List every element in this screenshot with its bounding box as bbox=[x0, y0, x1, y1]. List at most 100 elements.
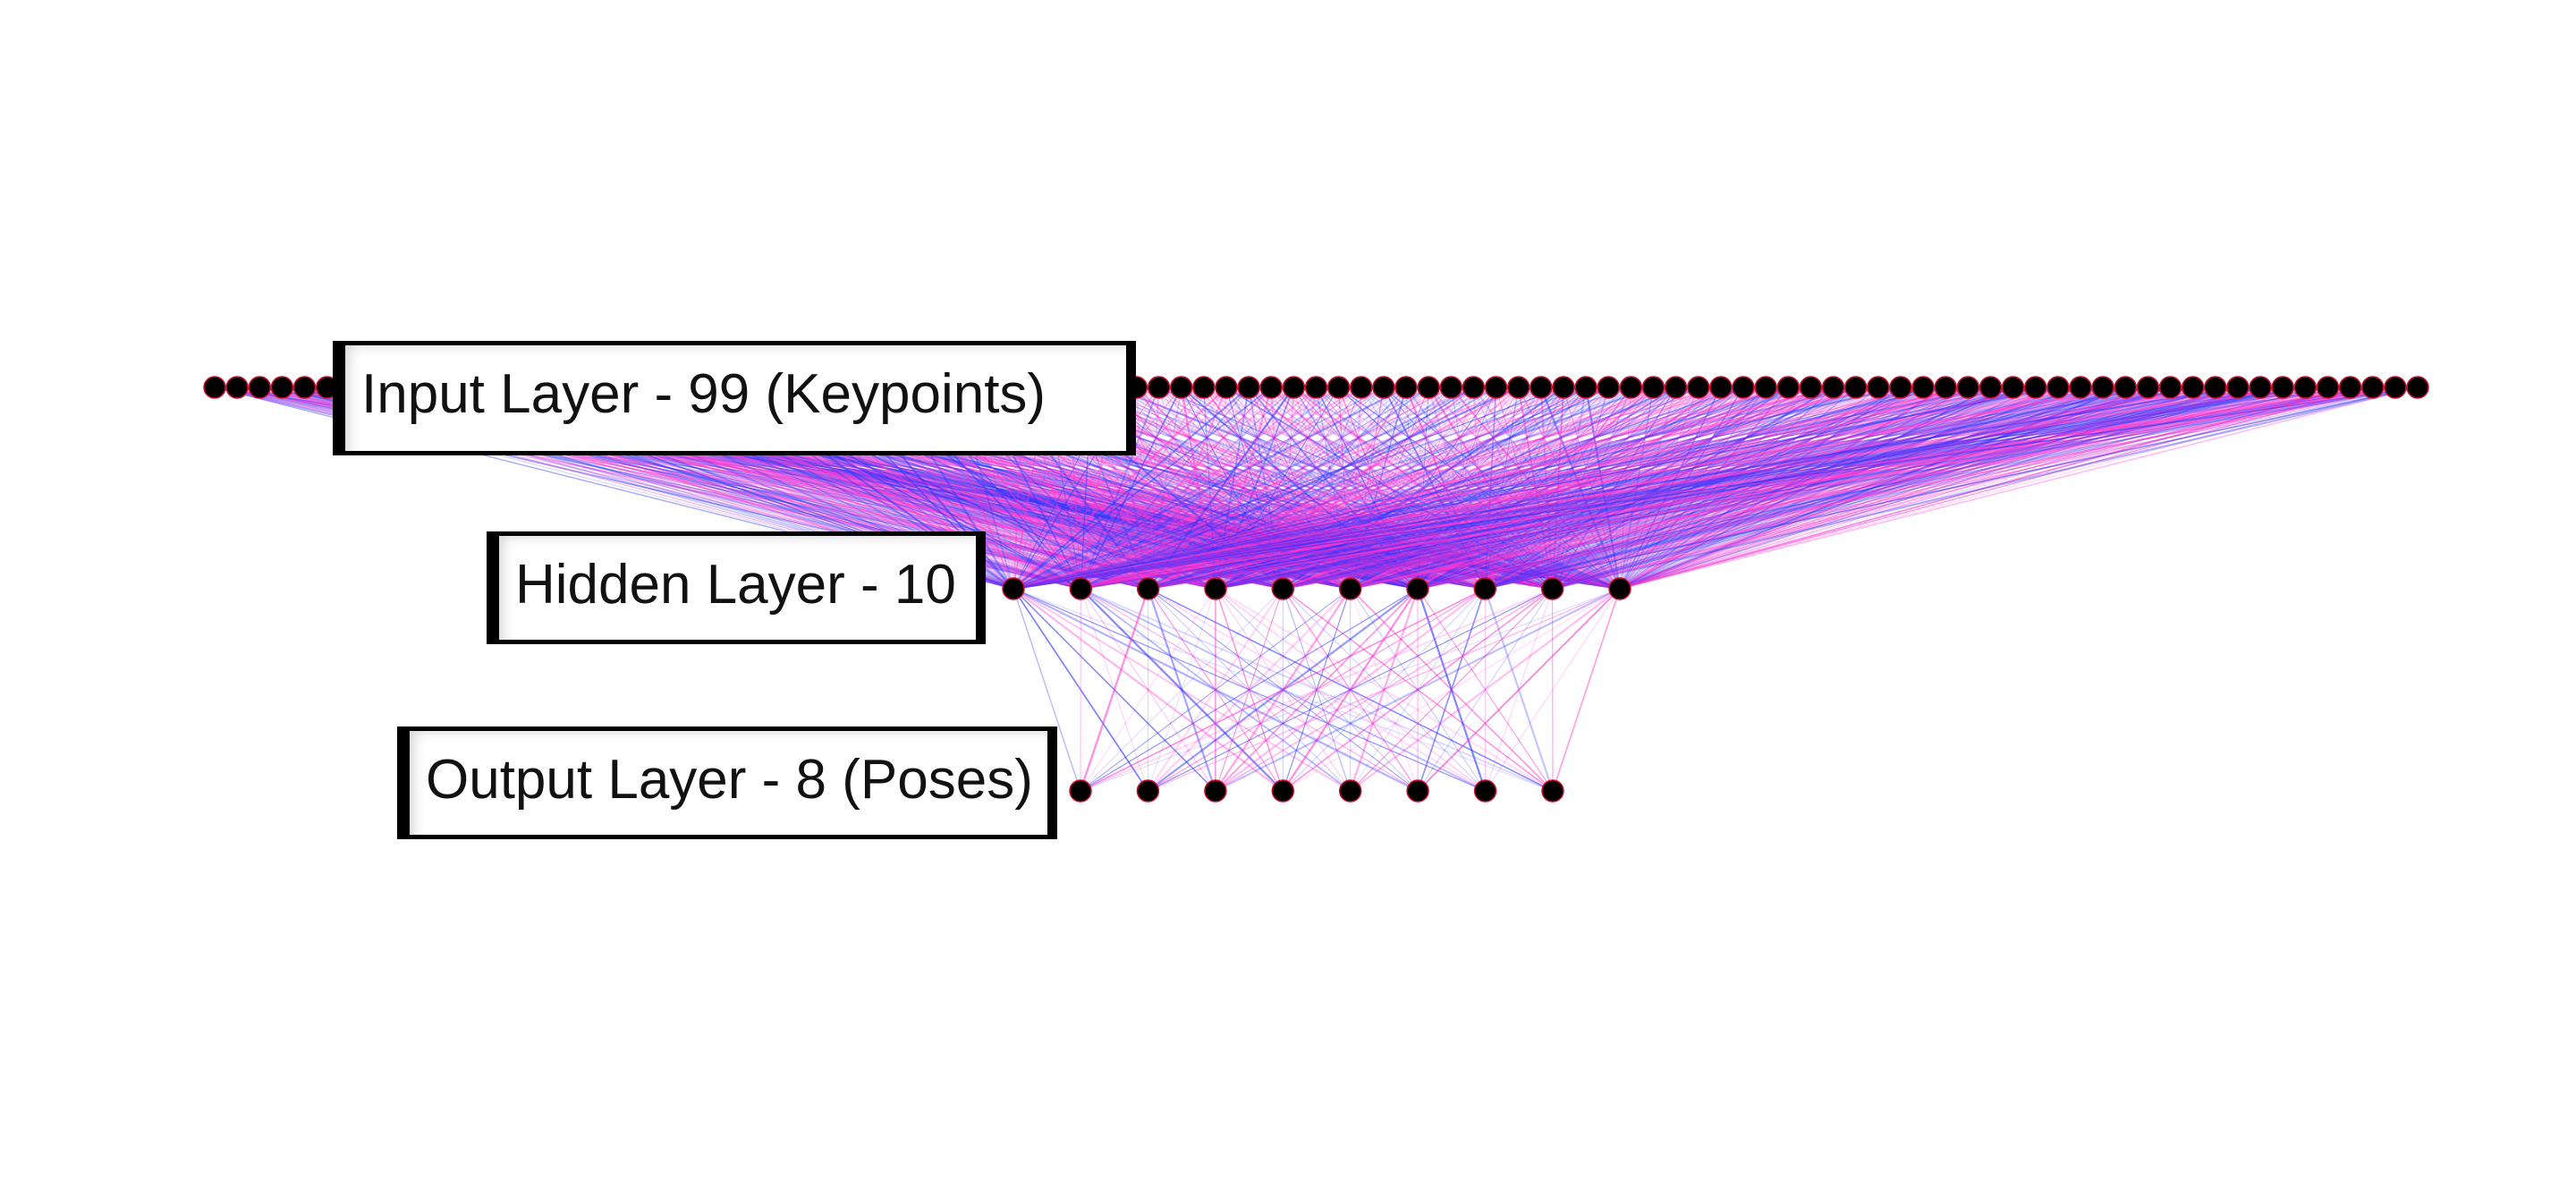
connection-edge bbox=[1283, 386, 2216, 590]
input-neuron bbox=[2158, 376, 2182, 399]
connection-edge bbox=[1013, 387, 1541, 590]
connection-edge bbox=[1282, 588, 1554, 792]
connection-edge bbox=[1148, 387, 2328, 590]
input-neuron bbox=[1597, 376, 1620, 399]
connection-edge bbox=[1417, 588, 1554, 792]
hidden-neuron bbox=[1136, 577, 1160, 600]
connection-edge bbox=[1215, 588, 1554, 792]
output-layer-label: Output Layer - 8 (Poses) bbox=[397, 726, 1057, 839]
connection-edge bbox=[1013, 386, 1789, 590]
connection-edge bbox=[1148, 387, 2193, 590]
connection-edge bbox=[1148, 387, 2419, 590]
connection-edge bbox=[1215, 387, 2171, 590]
connection-edge bbox=[1013, 387, 1452, 590]
connection-edge bbox=[1080, 588, 1352, 792]
connection-edge bbox=[1282, 387, 1744, 590]
hidden-neuron bbox=[1473, 577, 1497, 600]
connection-edge bbox=[1013, 387, 2193, 590]
input-neuron bbox=[1282, 376, 1306, 399]
connection-edge bbox=[1619, 387, 2059, 590]
connection-edge bbox=[1080, 387, 1429, 590]
connection-edge bbox=[1147, 588, 1284, 792]
connection-edge bbox=[1292, 387, 1352, 590]
connection-edge bbox=[1350, 386, 2037, 590]
input-neuron bbox=[1889, 376, 1912, 399]
connection-edge bbox=[1215, 387, 1902, 590]
connection-edge bbox=[1013, 387, 1429, 590]
connection-edge bbox=[1485, 386, 2284, 590]
connection-edge bbox=[1080, 387, 1407, 590]
connection-edge bbox=[1080, 588, 1216, 792]
connection-edge bbox=[1080, 588, 1419, 792]
connection-edge bbox=[1013, 387, 1902, 590]
connection-edge bbox=[1080, 387, 2148, 590]
output-neuron bbox=[1473, 779, 1497, 803]
output-neuron bbox=[1406, 779, 1429, 803]
connection-edge bbox=[1013, 387, 1722, 590]
connection-edge bbox=[1619, 387, 2419, 590]
connection-edge bbox=[1283, 387, 2306, 590]
connection-edge bbox=[1283, 386, 2373, 590]
connection-edge bbox=[1552, 387, 2328, 590]
connection-edge bbox=[1350, 387, 1811, 590]
connection-edge bbox=[1013, 387, 1924, 590]
connection-edge bbox=[1215, 386, 2261, 590]
connection-edge bbox=[1485, 387, 2419, 590]
input-neuron bbox=[1664, 376, 1688, 399]
connection-edge bbox=[1013, 386, 1654, 590]
input-neuron bbox=[2226, 376, 2250, 399]
connection-edge bbox=[1350, 387, 2419, 590]
connection-edge bbox=[1013, 387, 1834, 590]
connection-edge bbox=[1283, 386, 2284, 590]
input-neuron bbox=[2204, 376, 2227, 399]
input-neuron bbox=[2316, 376, 2340, 399]
hidden-neuron bbox=[1271, 577, 1295, 600]
connection-edge bbox=[1350, 387, 2193, 590]
connection-edge bbox=[1080, 387, 2419, 590]
connection-edge bbox=[1215, 387, 1991, 590]
input-neuron bbox=[270, 376, 294, 399]
connection-edge bbox=[1215, 387, 1496, 590]
connection-edge bbox=[1417, 387, 2351, 590]
input-neuron bbox=[2091, 376, 2114, 399]
connection-edge bbox=[1148, 588, 1553, 792]
input-neuron bbox=[1934, 376, 1957, 399]
connection-edge bbox=[1013, 387, 1564, 590]
input-neuron bbox=[2360, 376, 2385, 399]
connection-edge bbox=[1080, 387, 2126, 590]
connection-edge bbox=[1080, 387, 2239, 590]
hidden-neuron bbox=[1608, 577, 1631, 600]
connection-edge bbox=[1619, 387, 2396, 590]
connection-edge bbox=[1080, 387, 1856, 590]
connection-edge bbox=[1013, 387, 1520, 590]
connection-edge bbox=[1013, 386, 1856, 590]
connection-edge bbox=[1215, 387, 2328, 590]
connection-edge bbox=[1013, 387, 2148, 590]
connection-edge bbox=[1013, 387, 2419, 590]
connection-edge bbox=[1225, 387, 1284, 590]
connection-edge bbox=[1080, 386, 1520, 590]
input-neuron bbox=[1326, 376, 1351, 399]
hidden-neuron bbox=[1406, 577, 1429, 600]
connection-edge bbox=[1417, 386, 2081, 590]
connection-edge bbox=[1619, 387, 2306, 590]
connection-edge bbox=[1013, 386, 1407, 590]
input-neuron bbox=[2338, 376, 2362, 399]
connection-edge bbox=[1148, 386, 2148, 590]
connection-edge bbox=[1283, 387, 2395, 590]
connection-edge bbox=[1013, 387, 1811, 590]
input-neuron bbox=[1574, 376, 1597, 399]
connection-edge bbox=[1147, 588, 1216, 792]
connection-edge bbox=[1417, 387, 2419, 590]
connection-edge bbox=[1552, 386, 2216, 590]
connection-edge bbox=[1619, 387, 2171, 590]
input-neuron bbox=[1530, 376, 1553, 399]
input-neuron bbox=[1394, 376, 1418, 399]
connection-edge bbox=[1215, 387, 2419, 590]
connection-edge bbox=[1282, 588, 1621, 792]
connection-edge bbox=[1013, 387, 2373, 590]
input-neuron bbox=[1552, 376, 1575, 399]
output-neuron bbox=[1271, 779, 1295, 803]
connection-edge bbox=[1350, 387, 2396, 590]
